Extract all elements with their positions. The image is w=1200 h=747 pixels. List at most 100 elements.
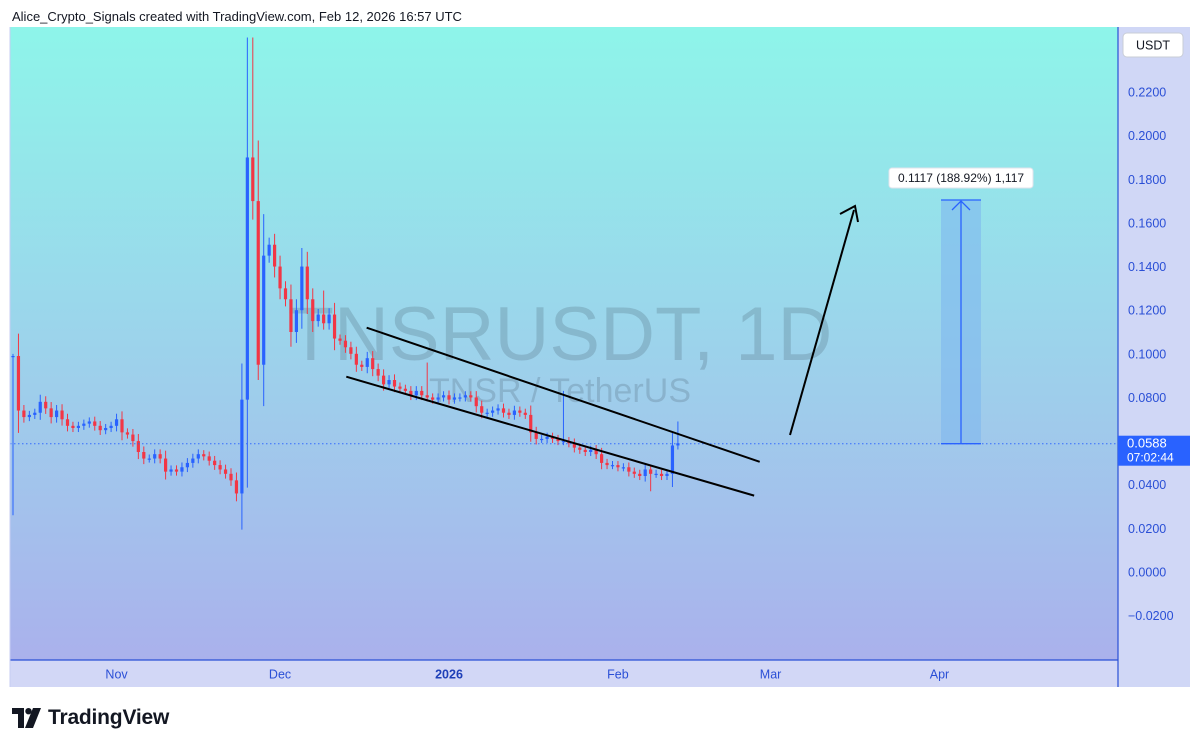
candle-body: [93, 421, 97, 426]
currency-badge[interactable]: USDT: [1122, 32, 1184, 58]
candle-body: [452, 397, 457, 400]
candle-body: [142, 452, 146, 459]
candle-body: [327, 314, 331, 324]
drawings-group: 0.1117 (188.92%) 1,117: [10, 167, 1118, 497]
candle-body: [196, 454, 200, 459]
channel-lower-line[interactable]: [346, 375, 755, 497]
price-tick-label: 0.1400: [1128, 260, 1166, 274]
candle-body: [610, 465, 615, 467]
candle-body: [425, 395, 429, 398]
plot-background: [10, 27, 1118, 660]
candle-body: [343, 340, 348, 348]
price-chart[interactable]: TNSRUSDT, 1D TNSR / TetherUS 0.1117 (188…: [0, 0, 1200, 700]
candle-body: [431, 397, 435, 400]
candle-body: [136, 441, 140, 452]
candle-body: [561, 441, 566, 443]
price-tick-label: −0.0200: [1128, 609, 1174, 623]
candle-body: [294, 310, 298, 332]
candle-body: [147, 458, 151, 460]
candle-body: [392, 380, 397, 387]
candle-body: [382, 375, 386, 385]
price-tick-label: 0.0000: [1128, 566, 1166, 580]
candle-body: [202, 454, 206, 457]
projection-label: 0.1117 (188.92%) 1,117: [898, 171, 1024, 185]
candle-body: [480, 406, 484, 413]
channel-upper-line[interactable]: [366, 326, 761, 463]
candle-body: [398, 386, 402, 389]
candle-body: [409, 390, 413, 396]
candle-body: [387, 380, 391, 385]
time-tick-label: Mar: [760, 668, 782, 682]
candle-body: [469, 395, 473, 398]
candle-body: [474, 397, 478, 407]
price-tick-label: 0.0800: [1128, 391, 1166, 405]
price-tick-label: 0.1000: [1128, 347, 1166, 361]
candle-body: [229, 473, 233, 481]
candle-body: [649, 469, 653, 474]
candle-body: [349, 347, 353, 354]
candle-body: [44, 401, 48, 409]
candle-body: [120, 419, 124, 433]
candle-body: [38, 401, 42, 413]
candle-body: [403, 388, 407, 391]
candle-body: [441, 395, 446, 398]
candle-body: [153, 454, 157, 459]
candle-body: [278, 266, 282, 289]
candle-body: [354, 353, 358, 365]
candle-body: [131, 434, 135, 442]
candle-body: [507, 412, 511, 415]
candle-body: [65, 419, 70, 426]
candle-body: [360, 364, 364, 367]
breakout-arrow-line[interactable]: [789, 209, 855, 436]
candle-body: [518, 410, 522, 413]
candle-body: [600, 454, 604, 463]
time-tick-label: 2026: [435, 668, 463, 682]
candle-body: [114, 419, 119, 426]
candle-body: [540, 438, 544, 441]
candle-body: [16, 356, 21, 411]
candle-body: [529, 414, 533, 433]
bar-countdown: 07:02:44: [1127, 451, 1174, 465]
time-tick-label: Feb: [607, 668, 629, 682]
watermark-symbol: TNSRUSDT, 1D: [288, 292, 833, 377]
breakout-arrow-head-icon: [839, 204, 859, 223]
candle-body: [240, 399, 244, 494]
candle-body: [76, 425, 80, 428]
candle-body: [572, 443, 576, 448]
last-price-value: 0.0588: [1127, 436, 1167, 451]
candle-body: [338, 338, 342, 341]
price-tick-label: 0.1200: [1128, 304, 1166, 318]
candle-body: [605, 462, 609, 466]
candle-body: [213, 460, 217, 466]
price-tick-label: 0.0400: [1128, 478, 1166, 492]
candle-body: [654, 473, 658, 476]
candle-body: [87, 421, 91, 424]
candle-body: [332, 314, 337, 339]
candle-body: [207, 456, 211, 461]
candle-body: [322, 314, 326, 324]
time-tick-label: Nov: [105, 668, 128, 682]
candle-body: [223, 469, 228, 474]
candle-body: [234, 480, 239, 494]
chart-attribution: Alice_Crypto_Signals created with Tradin…: [12, 9, 462, 24]
candle-body: [82, 423, 86, 426]
candle-body: [501, 408, 506, 413]
candle-body: [512, 410, 516, 415]
candle-body: [463, 395, 467, 398]
candle-body: [273, 244, 277, 267]
candle-body: [447, 395, 451, 400]
time-axis[interactable]: Nov Dec 2026 Feb Mar Apr: [105, 668, 949, 682]
candle-body: [33, 412, 37, 415]
candle-body: [311, 299, 315, 322]
candle-body: [616, 465, 620, 468]
candle-body: [305, 266, 309, 300]
candle-body: [289, 299, 293, 332]
candle-body: [632, 471, 636, 474]
price-tick-label: 0.1600: [1128, 216, 1166, 230]
tradingview-logo[interactable]: TradingView: [12, 706, 169, 730]
candle-body: [627, 467, 631, 472]
candle-body: [589, 449, 593, 452]
price-tick-label: 0.2000: [1128, 129, 1166, 143]
candle-body: [125, 432, 130, 435]
time-axis-background: [10, 660, 1118, 687]
